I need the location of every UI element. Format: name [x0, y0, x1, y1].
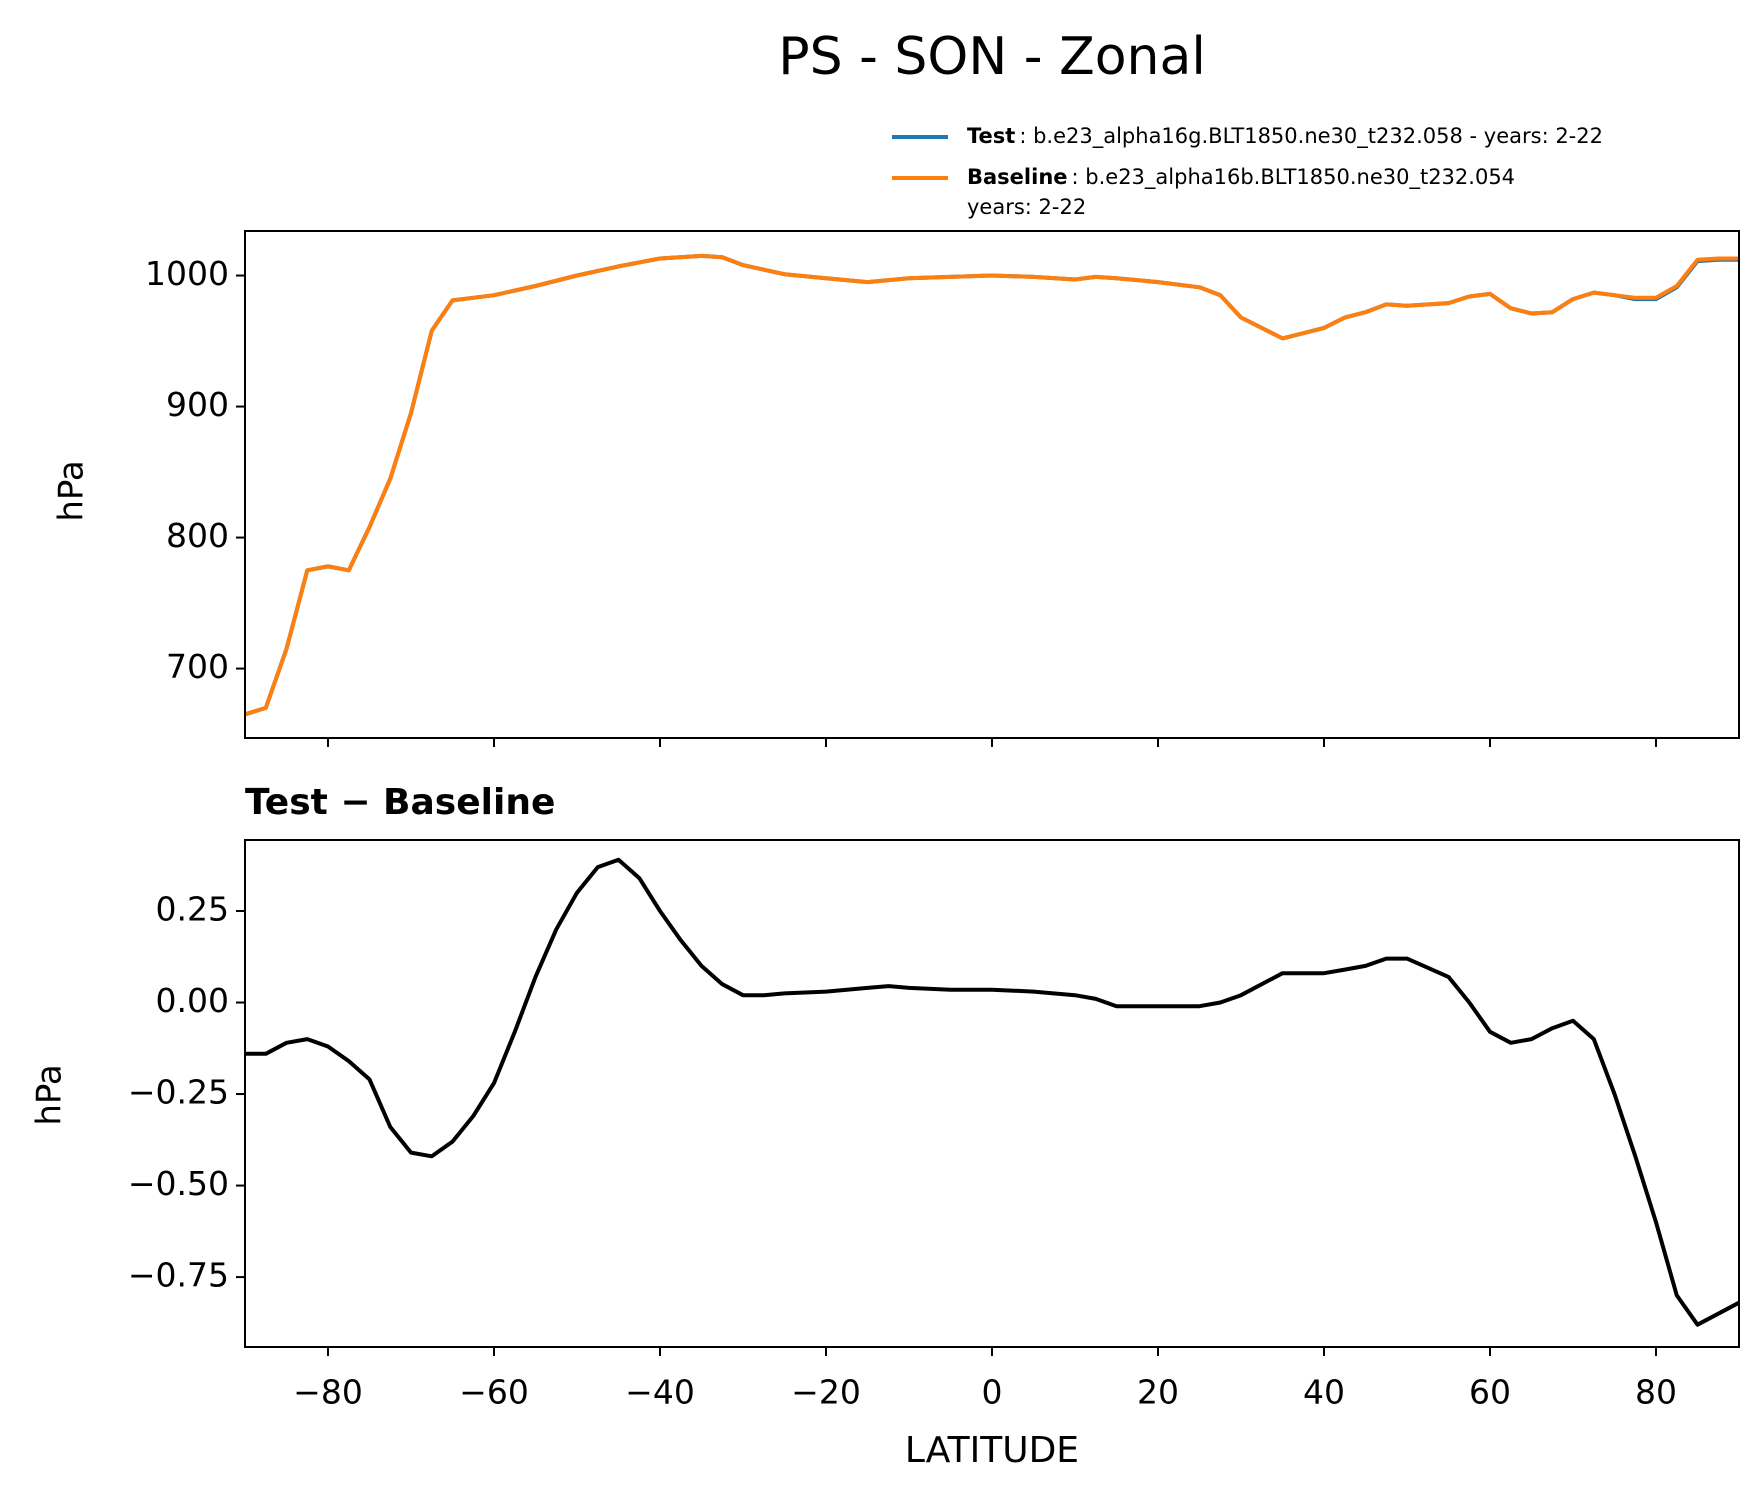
x-tick-label: −60 — [459, 1373, 529, 1412]
y-tick-label: 0.25 — [156, 890, 229, 929]
series-line — [245, 253, 1739, 717]
x-axis-label: LATITUDE — [905, 1430, 1079, 1471]
x-tick-label: −80 — [293, 1373, 363, 1412]
x-tick-label: 80 — [1635, 1373, 1677, 1412]
x-tick-label: 40 — [1303, 1373, 1345, 1412]
x-tick-label: 60 — [1469, 1373, 1511, 1412]
y-tick-label: 0.00 — [156, 981, 229, 1020]
axes-frame — [244, 839, 1740, 1348]
legend-name: Baseline — [967, 165, 1068, 189]
y-tick-label: 1000 — [145, 254, 229, 293]
y-tick-label: −0.75 — [128, 1256, 229, 1295]
legend-detail: : b.e23_alpha16g.BLT1850.ne30_t232.058 -… — [1019, 124, 1603, 149]
figure-title: PS - SON - Zonal — [778, 27, 1206, 87]
subplot-title: Test − Baseline — [245, 782, 555, 823]
y-tick-label: −0.25 — [128, 1073, 229, 1112]
legend-detail: years: 2-22 — [967, 195, 1086, 219]
y-tick-label: 800 — [166, 516, 229, 555]
y-tick-label: 900 — [166, 385, 229, 424]
axes-frame — [244, 230, 1740, 739]
x-tick-label: −20 — [791, 1373, 861, 1412]
series-line — [245, 253, 1739, 717]
legend-label: Test: b.e23_alpha16g.BLT1850.ne30_t232.0… — [967, 124, 1603, 149]
legend-label: Baseline: b.e23_alpha16b.BLT1850.ne30_t2… — [967, 165, 1515, 190]
y-axis-label: hPa — [52, 460, 92, 521]
legend-name: Test — [967, 124, 1015, 148]
x-tick-label: 20 — [1137, 1373, 1179, 1412]
series-line — [245, 857, 1739, 1327]
y-tick-label: −0.50 — [128, 1164, 229, 1203]
legend-detail: : b.e23_alpha16b.BLT1850.ne30_t232.054 — [1072, 165, 1516, 190]
x-tick-label: −40 — [625, 1373, 695, 1412]
y-axis-label: hPa — [30, 1064, 70, 1125]
y-tick-label: 700 — [166, 647, 229, 686]
x-tick-label: 0 — [982, 1373, 1003, 1412]
